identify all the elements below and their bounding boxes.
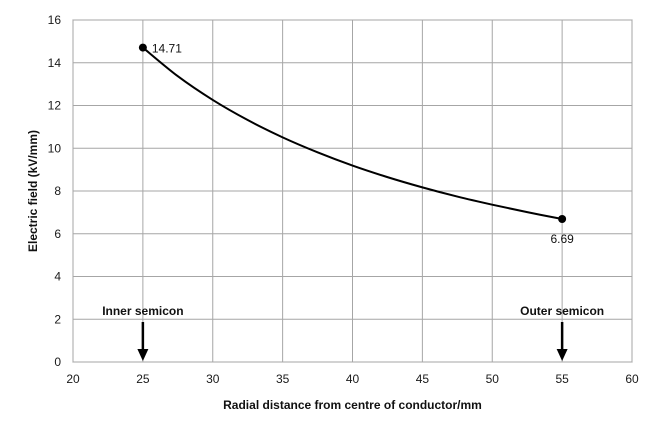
x-tick-labels: 20 25 30 35 40 45 50 55 60 bbox=[66, 372, 639, 386]
y-tick-labels: 0 2 4 6 8 10 12 14 16 bbox=[48, 13, 62, 369]
series-layer: 14.71 6.69 bbox=[138, 42, 574, 246]
x-tick-label-50: 50 bbox=[486, 372, 500, 386]
x-tick-label-60: 60 bbox=[625, 372, 639, 386]
y-axis-title: Electric field (kV/mm) bbox=[26, 130, 40, 252]
arrow-down-icon bbox=[556, 349, 568, 361]
x-tick-label-40: 40 bbox=[346, 372, 360, 386]
y-tick-label-16: 16 bbox=[48, 13, 62, 27]
data-label-6.69: 6.69 bbox=[550, 232, 574, 246]
x-tick-label-25: 25 bbox=[136, 372, 150, 386]
x-tick-label-35: 35 bbox=[276, 372, 290, 386]
annotation-inner-semicon: Inner semicon bbox=[102, 304, 183, 318]
x-tick-label-20: 20 bbox=[66, 372, 80, 386]
x-tick-label-30: 30 bbox=[206, 372, 220, 386]
series-line-0 bbox=[142, 46, 563, 220]
y-tick-label-10: 10 bbox=[48, 141, 62, 155]
arrow-down-icon bbox=[137, 349, 149, 361]
annotations-layer: Inner semicon Outer semicon bbox=[102, 304, 604, 361]
y-tick-label-2: 2 bbox=[54, 312, 61, 326]
x-axis-title: Radial distance from centre of conductor… bbox=[223, 398, 482, 412]
data-point-14.71 bbox=[138, 43, 147, 52]
data-point-6.69 bbox=[558, 215, 567, 224]
annotation-outer-semicon: Outer semicon bbox=[520, 304, 604, 318]
gridlines bbox=[72, 19, 633, 363]
y-tick-label-4: 4 bbox=[54, 270, 61, 284]
y-tick-label-0: 0 bbox=[54, 355, 61, 369]
x-tick-label-55: 55 bbox=[555, 372, 569, 386]
y-tick-label-6: 6 bbox=[54, 227, 61, 241]
x-tick-label-45: 45 bbox=[416, 372, 430, 386]
y-tick-label-14: 14 bbox=[48, 56, 62, 70]
y-tick-label-12: 12 bbox=[48, 99, 62, 113]
y-tick-label-8: 8 bbox=[54, 184, 61, 198]
data-label-14.71: 14.71 bbox=[152, 42, 182, 56]
